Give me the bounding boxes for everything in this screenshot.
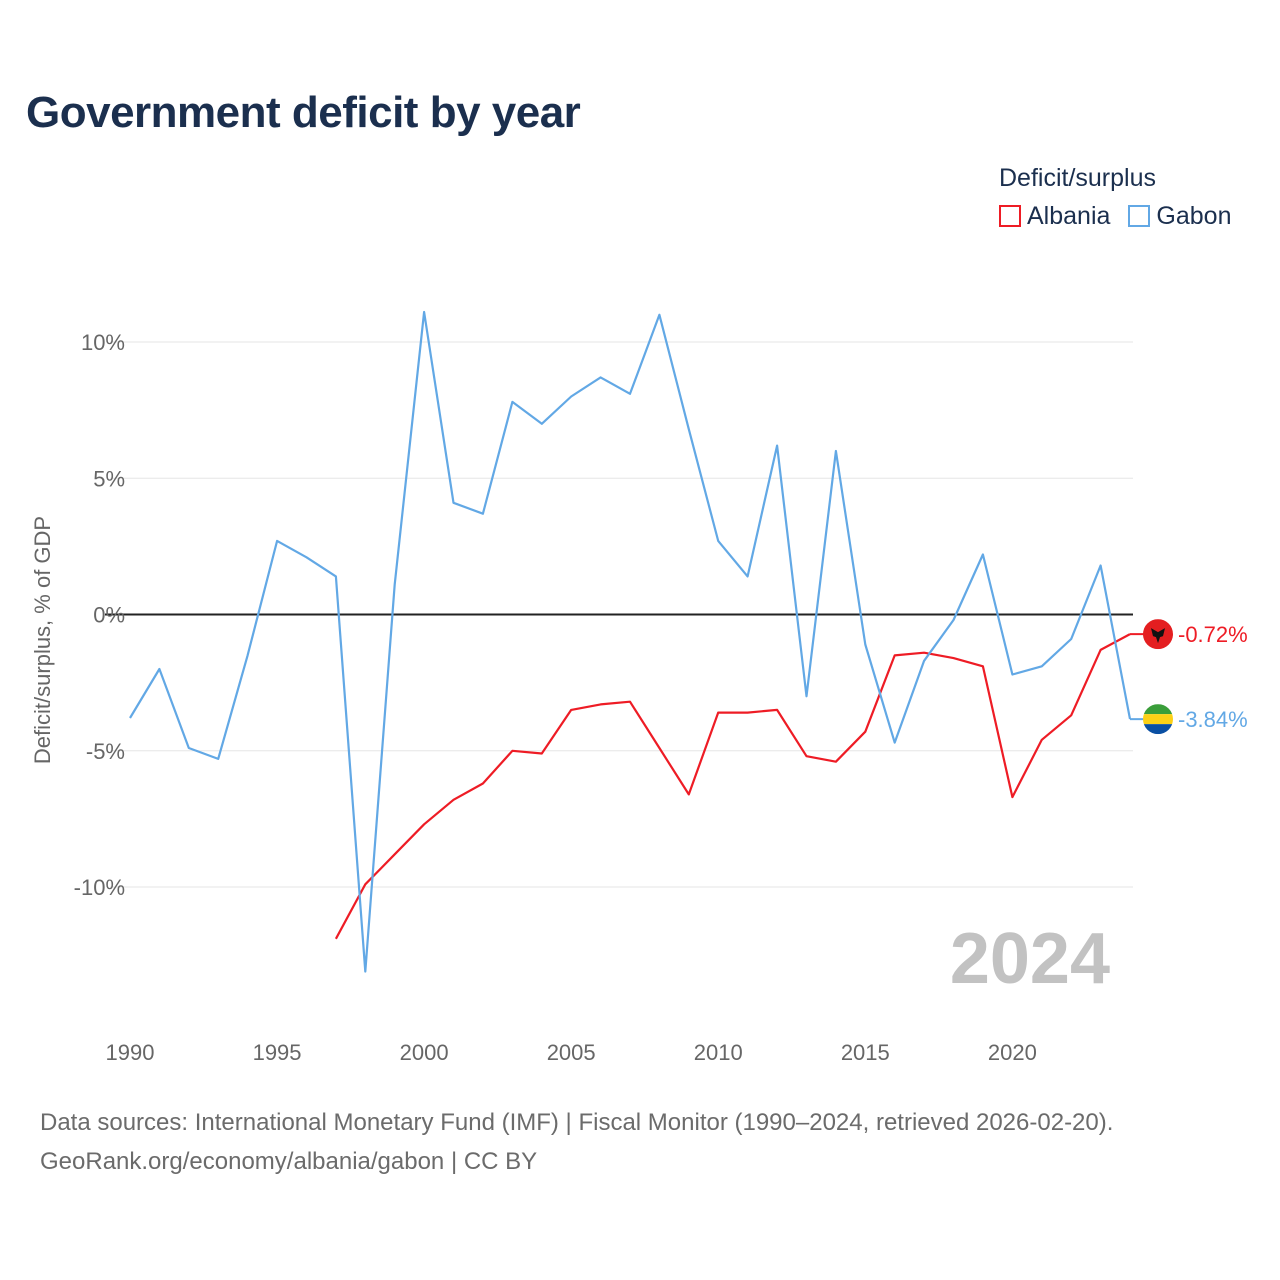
plot-area: 2024 10% 5% 0% -5% -10% 1990 1995 2000 2005 2010…	[30, 310, 1248, 1065]
legend-item-albania[interactable]: Albania	[999, 202, 1110, 231]
legend-item-gabon[interactable]: Gabon	[1128, 202, 1231, 231]
x-tick-label: 2020	[988, 1040, 1037, 1065]
y-tick-label: -10%	[74, 875, 125, 900]
x-tick-label: 2010	[694, 1040, 743, 1065]
series-lines	[129, 310, 1132, 973]
y-tick-label: 0%	[93, 603, 125, 628]
end-markers: -0.72% -3.84%	[1130, 619, 1248, 735]
legend-swatch-gabon	[1128, 205, 1151, 227]
x-tick-label: 2005	[547, 1040, 596, 1065]
year-watermark: 2024	[950, 919, 1110, 999]
source-note: Data sources: International Monetary Fun…	[40, 1103, 1113, 1181]
legend-swatch-albania	[999, 205, 1021, 227]
series-line-gabon	[129, 310, 1132, 973]
series-line-albania	[334, 633, 1131, 940]
legend-label-albania: Albania	[1027, 201, 1111, 230]
x-axis-ticks: 1990 1995 2000 2005 2010 2015 2020	[106, 1040, 1037, 1065]
y-axis-ticks: 10% 5% 0% -5% -10%	[74, 330, 125, 900]
x-tick-label: 2015	[841, 1040, 890, 1065]
y-tick-label: 10%	[81, 330, 125, 355]
y-axis-label: Deficit/surplus, % of GDP	[30, 516, 55, 764]
gabon-flag-icon	[1143, 704, 1173, 735]
source-line-1: Data sources: International Monetary Fun…	[40, 1109, 1114, 1136]
x-tick-label: 2000	[400, 1040, 449, 1065]
legend-items: Albania Gabon	[999, 196, 1249, 236]
end-value-label-albania: -0.72%	[1178, 622, 1248, 647]
y-tick-label: -5%	[86, 739, 125, 764]
eagle-icon	[1151, 628, 1165, 644]
legend-title: Deficit/surplus	[999, 164, 1156, 192]
x-tick-label: 1990	[106, 1040, 155, 1065]
end-value-label-gabon: -3.84%	[1178, 707, 1248, 732]
x-tick-label: 1995	[253, 1040, 302, 1065]
chart-title: Government deficit by year	[26, 88, 581, 137]
source-line-2[interactable]: GeoRank.org/economy/albania/gabon | CC B…	[40, 1148, 538, 1175]
albania-flag-icon	[1143, 619, 1173, 650]
gridlines	[110, 341, 1133, 888]
legend-label-gabon: Gabon	[1156, 201, 1232, 230]
y-tick-label: 5%	[93, 466, 125, 491]
legend: Deficit/surplus Albania Gabon	[999, 160, 1249, 236]
